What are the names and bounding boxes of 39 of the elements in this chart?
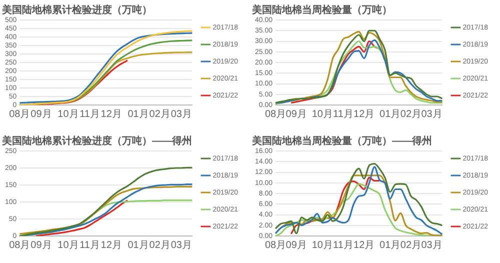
- x-tick-label: 01月: [128, 108, 149, 120]
- x-tick-label: 08月: [9, 240, 30, 251]
- x-tick-label: 12月: [100, 240, 122, 251]
- x-tick-label: 12月: [100, 108, 122, 120]
- x-tick-label: 11月: [333, 108, 354, 120]
- chart-title: 美国陆地棉当周检验量（万吨）——得州: [251, 134, 432, 147]
- x-tick-label: 11月: [80, 240, 100, 251]
- x-tick-label: 11月: [80, 108, 100, 120]
- chart-title: 美国陆地棉当周检验量（万吨）: [251, 4, 392, 16]
- x-tick-label: 03月: [421, 108, 442, 120]
- x-tick-label: 09月: [30, 108, 52, 120]
- chart-title: 美国陆地棉累计检验进度（万吨）: [1, 4, 152, 16]
- x-tick-label: 03月: [421, 240, 442, 251]
- x-tick-label: 03月: [170, 108, 192, 120]
- x-tick-label: 12月: [354, 240, 375, 251]
- x-tick-label: 08月: [264, 240, 286, 251]
- x-tick-label: 08月: [9, 108, 30, 120]
- x-tick-label: 02月: [149, 108, 170, 120]
- x-tick-label: 08月: [264, 108, 286, 120]
- chart-title: 美国陆地棉累计检验进度（万吨）——得州: [1, 134, 192, 147]
- x-tick-label: 10月: [312, 108, 333, 120]
- line-series: [35, 200, 128, 236]
- x-tick-label: 10月: [312, 240, 333, 251]
- x-tick-label: 09月: [286, 108, 307, 120]
- x-tick-label: 01月: [380, 240, 401, 251]
- line-series: [35, 60, 128, 105]
- x-tick-label: 10月: [58, 240, 79, 251]
- x-tick-label: 09月: [286, 240, 307, 251]
- x-tick-label: 03月: [170, 240, 192, 251]
- x-tick-label: 02月: [149, 240, 170, 251]
- x-tick-label: 02月: [400, 240, 422, 251]
- x-tick-label: 12月: [354, 108, 375, 120]
- x-tick-label: 01月: [128, 240, 149, 251]
- x-tick-label: 11月: [333, 240, 354, 251]
- x-tick-label: 10月: [58, 108, 79, 120]
- x-tick-label: 02月: [400, 108, 422, 120]
- x-tick-label: 09月: [30, 240, 52, 251]
- x-tick-label: 01月: [380, 108, 401, 120]
- line-series: [18, 166, 193, 236]
